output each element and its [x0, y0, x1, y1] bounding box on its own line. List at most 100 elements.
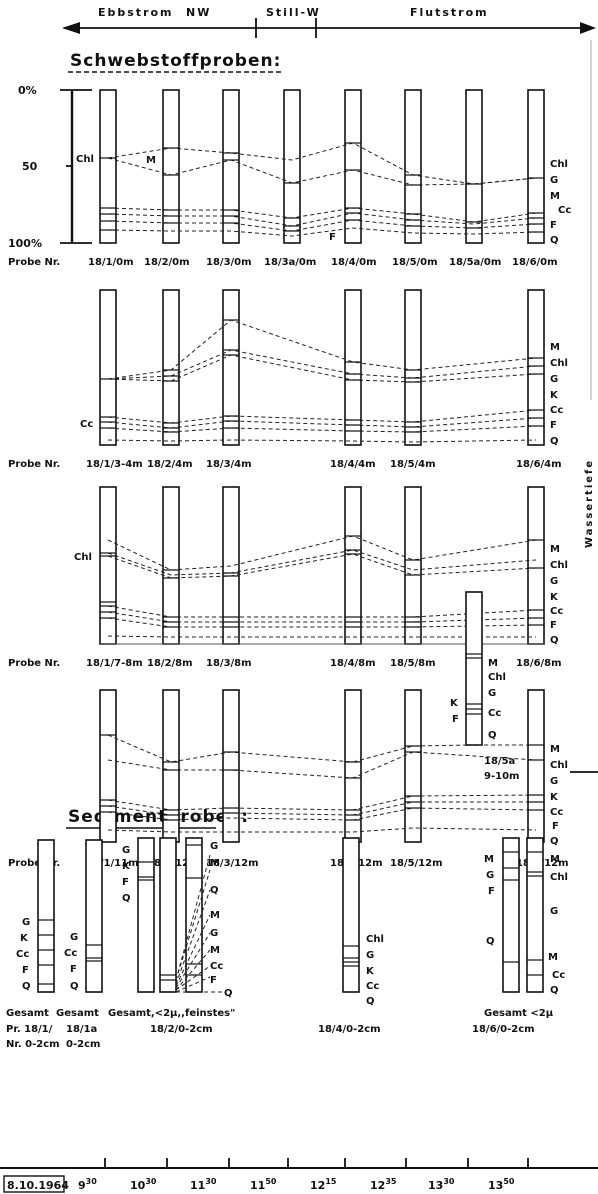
sample-column	[99, 289, 117, 446]
scale-hundred-label: 100%	[8, 237, 42, 250]
m-boundary-line	[107, 535, 537, 571]
component-label: F	[210, 975, 217, 986]
scale-zero-label: 0%	[18, 84, 37, 97]
sediment-caption: Gesamt	[6, 1008, 49, 1019]
sample-column	[344, 289, 362, 446]
ebbstrom-label: Ebbstrom	[98, 6, 174, 19]
sample-column	[344, 689, 362, 843]
component-label: K	[366, 966, 375, 977]
cc-inline-label: Cc	[80, 419, 93, 430]
row-8m: Chl M Chl G K Cc F Q Probe Nr. 18/1/7-8m…	[8, 486, 568, 669]
chl-boundary-line	[107, 751, 537, 779]
f-boundary-line	[107, 425, 537, 433]
sample-label: 18/5a/0m	[449, 257, 501, 268]
component-label: Cc	[16, 949, 29, 960]
component-label: K	[122, 861, 131, 872]
sample-column	[344, 486, 362, 645]
date-box	[3, 1175, 65, 1193]
q-boundary-line	[107, 635, 536, 638]
component-label: K	[550, 792, 559, 803]
sample-column	[527, 289, 545, 446]
sample-column	[404, 89, 422, 244]
link-line	[175, 932, 211, 989]
component-label: Chl	[550, 560, 568, 571]
sample-column	[404, 289, 422, 446]
component-label: G	[550, 776, 558, 787]
link-line	[175, 976, 211, 993]
component-label: G	[122, 845, 130, 856]
percent-scale: 0% 50 100%	[8, 84, 92, 250]
sample-label: 18/5/4m	[390, 459, 436, 470]
ebb-arrow-head	[62, 22, 80, 34]
time-label: 930	[78, 1177, 97, 1192]
sample-label: 18/6/8m	[516, 658, 562, 669]
sample-label: 18/3/12m	[206, 858, 259, 869]
sediment-caption: 18/2/0-2cm	[150, 1024, 213, 1035]
sample-label: 18/1/7-8m	[86, 658, 143, 669]
component-label: G	[366, 950, 374, 961]
sample-label: 18/5/12m	[390, 858, 443, 869]
water-depth-label: Wassertiefe	[584, 459, 595, 548]
sample-column	[162, 289, 180, 446]
component-label: G	[210, 841, 218, 852]
extra-sample-depth: 9-10m	[484, 771, 519, 782]
component-label: G	[550, 374, 558, 385]
sample-label: 18/2/4m	[147, 459, 193, 470]
sample-column	[222, 486, 240, 645]
sediment-caption: 18/6/0-2cm	[472, 1024, 535, 1035]
sample-column	[404, 689, 422, 843]
component-label: F	[488, 886, 495, 897]
sample-column	[99, 486, 117, 645]
sample-label: 18/2/0m	[144, 257, 190, 268]
component-label: F	[122, 877, 129, 888]
component-label: M	[550, 191, 560, 202]
component-label: M	[550, 744, 560, 755]
component-label: M	[548, 952, 558, 963]
row-4m: Cc M Chl G K Cc F Q Probe Nr. 18/1/3-4m …	[8, 289, 568, 470]
nw-label: NW	[186, 6, 211, 19]
component-label: M	[488, 658, 498, 669]
sample-column	[527, 89, 545, 244]
component-label: Chl	[550, 872, 568, 883]
component-label: G	[22, 917, 30, 928]
component-label: Cc	[366, 981, 379, 992]
component-label: Chl	[550, 159, 568, 170]
component-label: F	[22, 965, 29, 976]
probe-prefix: Probe Nr.	[8, 257, 60, 268]
component-label: Cc	[558, 205, 571, 216]
time-label: 1030	[130, 1177, 157, 1192]
date-label: 8.10.1964	[7, 1179, 69, 1192]
sample-label: 18/1/3-4m	[86, 459, 143, 470]
component-label: F	[550, 420, 557, 431]
component-label: G	[486, 870, 494, 881]
row-12m-bands	[100, 734, 544, 821]
chl-inline-label: Chl	[74, 552, 92, 563]
component-label: F	[550, 220, 557, 231]
row-0m: Chl M F Chl G M Cc F Q Probe Nr. 18/1/0m…	[8, 89, 571, 268]
sample-label: 18/4/0m	[331, 257, 377, 268]
q-boundary-line	[107, 827, 537, 833]
component-label: M	[550, 544, 560, 555]
probe-prefix: Probe Nr.	[8, 658, 60, 669]
sediment-caption: Pr. 18/1/	[6, 1024, 53, 1035]
component-label: Q	[210, 885, 219, 896]
k-boundary-line	[107, 212, 537, 227]
sediment-column	[37, 839, 55, 993]
tide-phase-header: Ebbstrom NW Still-W Flutstrom	[62, 6, 596, 38]
m-boundary-line	[107, 734, 536, 763]
component-label: M	[210, 858, 220, 869]
f-inline-label: F	[329, 232, 336, 243]
sediment-column	[502, 837, 520, 993]
component-label: Chl	[366, 934, 384, 945]
link-line	[175, 889, 211, 985]
component-label: Cc	[64, 948, 77, 959]
f-boundary-line	[107, 219, 537, 232]
component-label: Chl	[550, 760, 568, 771]
sediment-caption: Gesamt <2µ	[484, 1008, 554, 1019]
sample-label: 18/5/8m	[390, 658, 436, 669]
time-label: 1130	[190, 1177, 217, 1192]
sample-column	[99, 89, 117, 244]
sediment-caption: Gesamt	[56, 1008, 99, 1019]
component-label: Chl	[488, 672, 506, 683]
